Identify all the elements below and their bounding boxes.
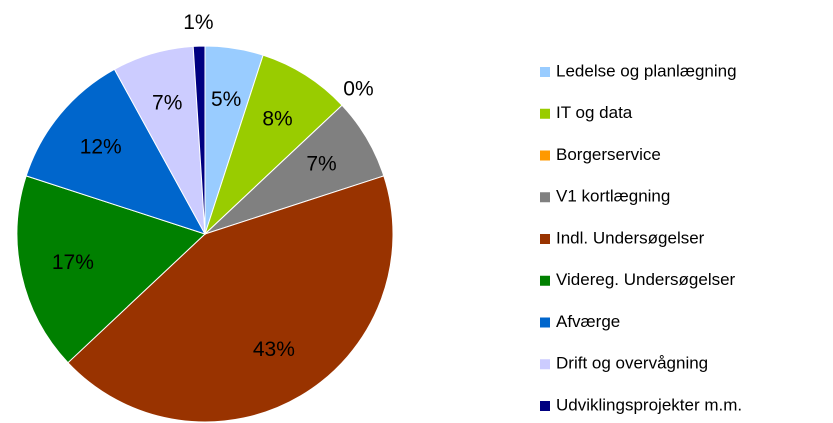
slice-label: 17%	[52, 251, 94, 274]
pie-slice	[192, 45, 206, 235]
slice-label: 43%	[253, 338, 295, 361]
legend-label: Ledelse og planlægning	[556, 61, 737, 80]
pie-slice	[204, 54, 343, 235]
legend-label: Drift og overvågning	[556, 354, 708, 373]
legend-swatch	[540, 317, 550, 328]
legend-label: IT og data	[556, 103, 633, 122]
slice-label: 0%	[343, 77, 373, 100]
pie-slice	[25, 68, 207, 235]
legend-swatch	[540, 67, 550, 77]
slice-label: 7%	[306, 153, 336, 176]
slice-label: 8%	[262, 107, 292, 130]
legend-label: Videreg. Undersøgelser	[556, 270, 736, 289]
legend-swatch	[540, 234, 550, 244]
legend-swatch	[540, 401, 550, 411]
legend-label: Indl. Undersøgelser	[556, 228, 705, 247]
legend-swatch	[540, 108, 550, 119]
slice-label: 1%	[183, 11, 213, 34]
legend-label: Udviklingsprojekter m.m.	[556, 395, 742, 414]
pie-slice	[67, 175, 394, 423]
legend-swatch	[540, 359, 550, 370]
legend-swatch	[540, 150, 550, 161]
legend-label: V1 kortlægning	[556, 187, 670, 206]
legend-swatch	[540, 192, 550, 203]
slice-label: 5%	[211, 88, 241, 111]
legend-swatch	[540, 275, 550, 286]
legend-label: Borgerservice	[556, 145, 661, 164]
slice-label: 7%	[152, 92, 182, 115]
pie-slice	[16, 175, 206, 364]
slice-label: 12%	[80, 135, 122, 158]
legend-label: Afværge	[556, 312, 620, 331]
